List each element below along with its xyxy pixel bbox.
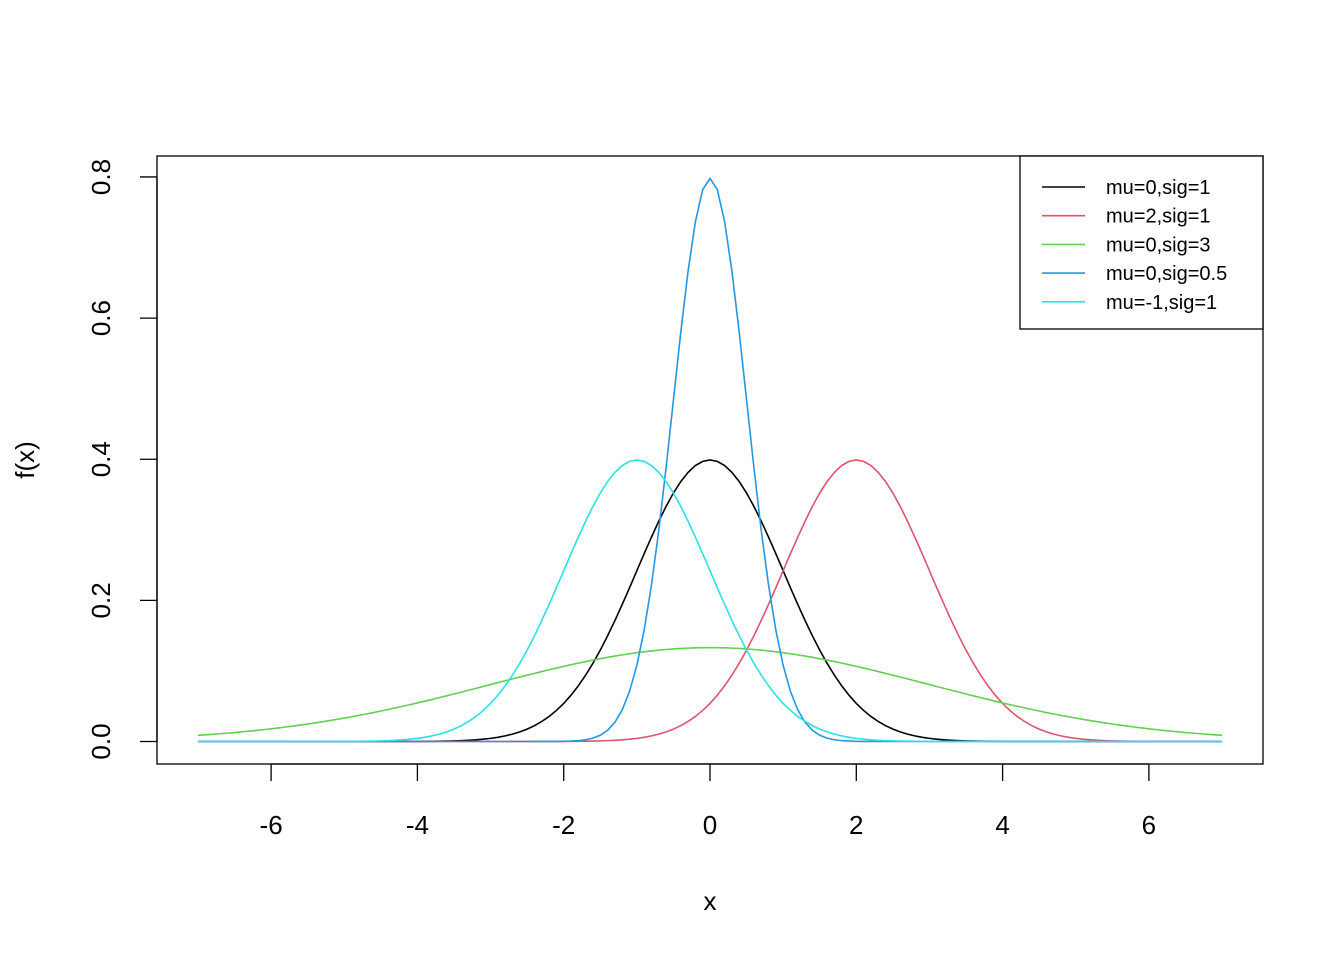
legend-label: mu=2,sig=1 (1106, 206, 1211, 228)
x-axis: -6 -4 -2 0 2 4 6 (260, 763, 1156, 840)
legend: mu=0,sig=1 mu=2,sig=1 mu=0,sig=3 mu=0,sig=0… (1019, 155, 1264, 330)
legend-label: mu=0,sig=1 (1106, 177, 1211, 199)
y-axis: 0.0 0.2 0.4 0.6 0.8 (86, 159, 158, 760)
series-line-3 (197, 646, 1223, 737)
series-lines (197, 176, 1223, 743)
series-line-2 (197, 459, 1223, 743)
y-axis-label: f(x) (10, 441, 40, 479)
legend-box (1019, 155, 1264, 330)
x-axis-label: x (704, 886, 717, 916)
x-tick-label: -2 (552, 810, 575, 840)
y-tick-label: 0.4 (86, 441, 116, 477)
x-tick-label: 4 (995, 810, 1009, 840)
y-tick-label: 0.6 (86, 300, 116, 336)
series-line-5 (197, 459, 1223, 743)
legend-label: mu=0,sig=0.5 (1106, 263, 1227, 285)
y-tick-label: 0.8 (86, 159, 116, 195)
x-tick-label: -4 (406, 810, 429, 840)
legend-label: mu=-1,sig=1 (1106, 292, 1217, 314)
x-tick-label: 0 (703, 810, 717, 840)
series-line-1 (197, 459, 1223, 743)
y-tick-label: 0.2 (86, 582, 116, 618)
x-tick-label: 6 (1142, 810, 1156, 840)
y-tick-label: 0.0 (86, 723, 116, 759)
x-tick-label: 2 (849, 810, 863, 840)
x-tick-label: -6 (260, 810, 283, 840)
legend-label: mu=0,sig=3 (1106, 234, 1211, 256)
